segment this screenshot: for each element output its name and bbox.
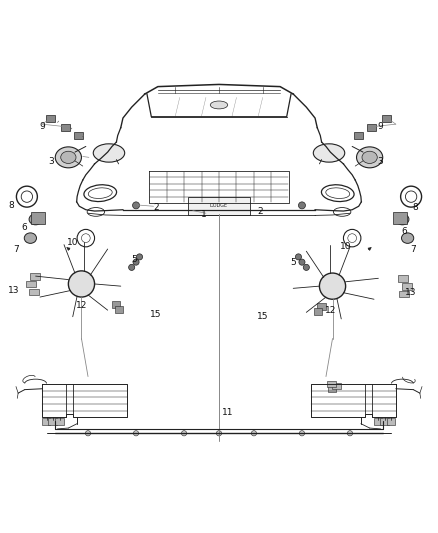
Circle shape: [134, 431, 139, 436]
Ellipse shape: [61, 151, 76, 164]
Ellipse shape: [93, 144, 125, 162]
FancyBboxPatch shape: [314, 309, 322, 316]
FancyBboxPatch shape: [42, 418, 50, 425]
Text: 13: 13: [405, 288, 417, 297]
FancyBboxPatch shape: [112, 301, 120, 308]
Ellipse shape: [24, 233, 36, 244]
Circle shape: [303, 264, 309, 270]
Ellipse shape: [210, 101, 228, 109]
Ellipse shape: [313, 144, 345, 162]
Circle shape: [319, 273, 346, 299]
FancyBboxPatch shape: [374, 418, 382, 425]
Text: 6: 6: [402, 227, 407, 236]
Circle shape: [251, 431, 257, 436]
FancyBboxPatch shape: [115, 306, 124, 313]
FancyBboxPatch shape: [48, 418, 57, 425]
Ellipse shape: [55, 147, 81, 168]
Text: 15: 15: [257, 312, 268, 321]
Text: 2: 2: [153, 203, 159, 212]
FancyBboxPatch shape: [29, 273, 40, 280]
FancyBboxPatch shape: [354, 133, 363, 140]
Text: 7: 7: [410, 245, 416, 254]
FancyBboxPatch shape: [382, 115, 391, 122]
Text: 8: 8: [9, 201, 14, 210]
FancyBboxPatch shape: [398, 275, 409, 282]
Circle shape: [347, 431, 353, 436]
Text: 3: 3: [48, 157, 54, 166]
Text: 5: 5: [290, 257, 296, 266]
Text: 10: 10: [67, 238, 78, 247]
FancyBboxPatch shape: [387, 418, 396, 425]
Circle shape: [295, 254, 301, 260]
Ellipse shape: [396, 214, 409, 225]
Text: 1: 1: [201, 209, 207, 219]
FancyBboxPatch shape: [317, 303, 325, 310]
Circle shape: [137, 254, 143, 260]
Text: 13: 13: [8, 286, 20, 295]
Text: 15: 15: [150, 310, 162, 319]
Text: 10: 10: [340, 243, 351, 252]
FancyBboxPatch shape: [46, 115, 55, 122]
Text: 5: 5: [131, 255, 137, 264]
Circle shape: [129, 264, 135, 270]
Text: 6: 6: [22, 223, 28, 232]
FancyBboxPatch shape: [380, 418, 389, 425]
Circle shape: [299, 431, 304, 436]
Text: DODGE: DODGE: [210, 203, 228, 208]
Text: 2: 2: [258, 207, 263, 216]
Text: 7: 7: [13, 245, 19, 254]
Text: 9: 9: [39, 122, 45, 131]
Circle shape: [85, 431, 91, 436]
FancyBboxPatch shape: [399, 291, 410, 297]
FancyBboxPatch shape: [61, 124, 70, 131]
FancyBboxPatch shape: [402, 283, 412, 289]
Circle shape: [299, 259, 305, 265]
Text: 3: 3: [378, 157, 383, 166]
Circle shape: [133, 202, 140, 209]
FancyBboxPatch shape: [31, 212, 45, 224]
Circle shape: [298, 202, 305, 209]
FancyBboxPatch shape: [28, 289, 39, 295]
FancyBboxPatch shape: [74, 133, 83, 140]
Ellipse shape: [29, 214, 42, 225]
FancyBboxPatch shape: [393, 212, 407, 224]
FancyBboxPatch shape: [328, 386, 336, 392]
FancyBboxPatch shape: [26, 281, 36, 287]
Text: 8: 8: [413, 203, 418, 212]
Text: 9: 9: [378, 122, 383, 131]
Ellipse shape: [402, 233, 414, 244]
Circle shape: [68, 271, 95, 297]
FancyBboxPatch shape: [332, 383, 341, 389]
Circle shape: [133, 259, 139, 265]
FancyBboxPatch shape: [55, 418, 64, 425]
Text: 11: 11: [222, 408, 233, 417]
FancyBboxPatch shape: [327, 381, 336, 387]
Circle shape: [181, 431, 187, 436]
Text: 12: 12: [325, 305, 336, 314]
Circle shape: [216, 431, 222, 436]
FancyBboxPatch shape: [187, 197, 251, 215]
Text: 12: 12: [76, 301, 87, 310]
Ellipse shape: [357, 147, 383, 168]
Ellipse shape: [362, 151, 377, 164]
FancyBboxPatch shape: [367, 124, 376, 131]
